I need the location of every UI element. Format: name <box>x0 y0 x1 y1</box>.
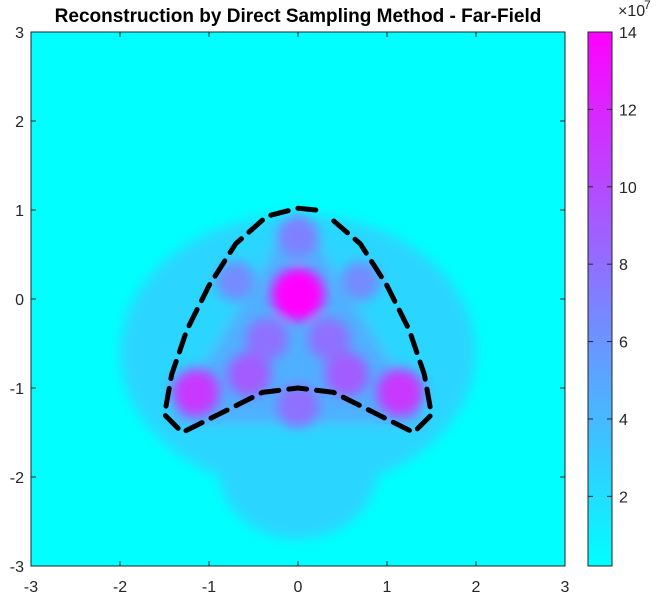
y-tick-label-3: 0 <box>15 292 24 309</box>
peak-0 <box>271 267 325 322</box>
field-tail <box>217 396 379 540</box>
x-tick-label-5: 2 <box>472 579 481 596</box>
boundary-curve <box>162 205 434 435</box>
colorbar: 2 4 6 8 10 12 14 ×10 7 <box>587 0 651 567</box>
colorbar-multiplier: ×10 <box>618 3 645 20</box>
peak-4 <box>324 352 370 397</box>
colorbar-tick-label-0: 2 <box>619 489 628 506</box>
y-tick-label-2: 1 <box>15 203 24 220</box>
plot-area <box>31 32 565 566</box>
x-tick-label-4: 1 <box>383 579 392 596</box>
y-tick-label-4: -1 <box>10 381 24 398</box>
peak-10 <box>340 261 381 302</box>
peak-5 <box>245 317 289 361</box>
peak-7 <box>276 384 320 427</box>
chart-title: Reconstruction by Direct Sampling Method… <box>55 6 542 27</box>
colorbar-tick-label-1: 4 <box>619 412 628 429</box>
y-tick-label-0: 3 <box>15 25 24 42</box>
peak-1 <box>171 368 220 417</box>
colorbar-exponent: 7 <box>644 0 651 12</box>
peak-9 <box>215 261 256 302</box>
y-tick-label-1: 2 <box>15 114 24 131</box>
colorbar-tick-label-5: 12 <box>619 102 637 119</box>
peak-6 <box>307 317 351 361</box>
peak-3 <box>226 352 272 397</box>
x-tick-label-1: -2 <box>113 579 127 596</box>
colorbar-tick-label-2: 6 <box>619 335 628 352</box>
colorbar-tick-label-4: 10 <box>619 180 637 197</box>
y-tick-label-6: -3 <box>10 559 24 576</box>
y-tick-label-5: -2 <box>10 470 24 487</box>
x-tick-label-2: -1 <box>202 579 216 596</box>
x-tick-label-0: -3 <box>24 579 38 596</box>
x-tick-label-6: 3 <box>561 579 570 596</box>
peak-2 <box>376 368 425 417</box>
colorbar-tick-label-6: 14 <box>619 25 637 42</box>
colorbar-gradient <box>587 31 613 567</box>
x-tick-label-3: 0 <box>294 579 303 596</box>
peak-8 <box>277 216 319 257</box>
colorbar-tick-label-3: 8 <box>619 257 628 274</box>
